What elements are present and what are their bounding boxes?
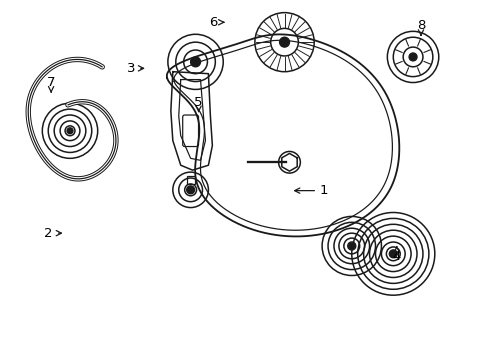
Text: 8: 8: [416, 19, 424, 35]
Text: 5: 5: [194, 95, 203, 112]
Bar: [186, 176, 194, 184]
Circle shape: [186, 186, 194, 194]
Text: 3: 3: [126, 62, 143, 75]
Circle shape: [408, 53, 416, 61]
Circle shape: [279, 37, 289, 47]
Text: 1: 1: [294, 184, 328, 197]
Circle shape: [67, 128, 73, 134]
Text: 6: 6: [208, 16, 224, 29]
Circle shape: [388, 250, 396, 258]
Text: 4: 4: [392, 247, 400, 263]
Text: 2: 2: [44, 227, 61, 240]
Text: 7: 7: [47, 76, 55, 92]
Circle shape: [348, 243, 354, 249]
Circle shape: [190, 57, 200, 67]
